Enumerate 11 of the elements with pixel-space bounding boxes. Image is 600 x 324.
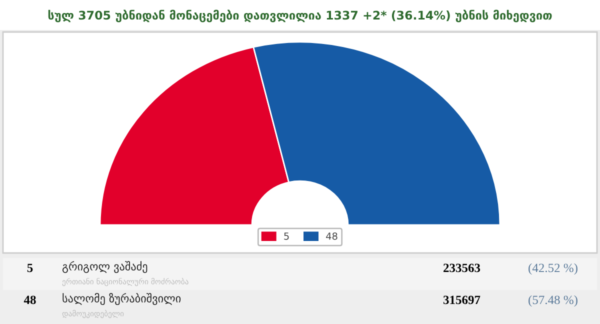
text: (57.48 %)	[528, 295, 578, 307]
legend-label: 48	[326, 232, 338, 240]
legend-label: 5	[284, 232, 289, 240]
text: (42.52 %)	[528, 263, 578, 275]
category-label: 48	[24, 296, 36, 304]
category-label: 5	[27, 264, 33, 272]
chart-title: სულ 3705 უბნიდან მონაცემები დათვლილია 1337 +2* (36.14%) უბნის მიხედვით	[48, 10, 552, 22]
text: 315697	[443, 296, 480, 304]
text: გრიგოლ ვაშაძე	[62, 261, 148, 273]
text: 233563	[444, 264, 480, 272]
text: სალომე ზურაბიშვილი	[62, 293, 181, 305]
